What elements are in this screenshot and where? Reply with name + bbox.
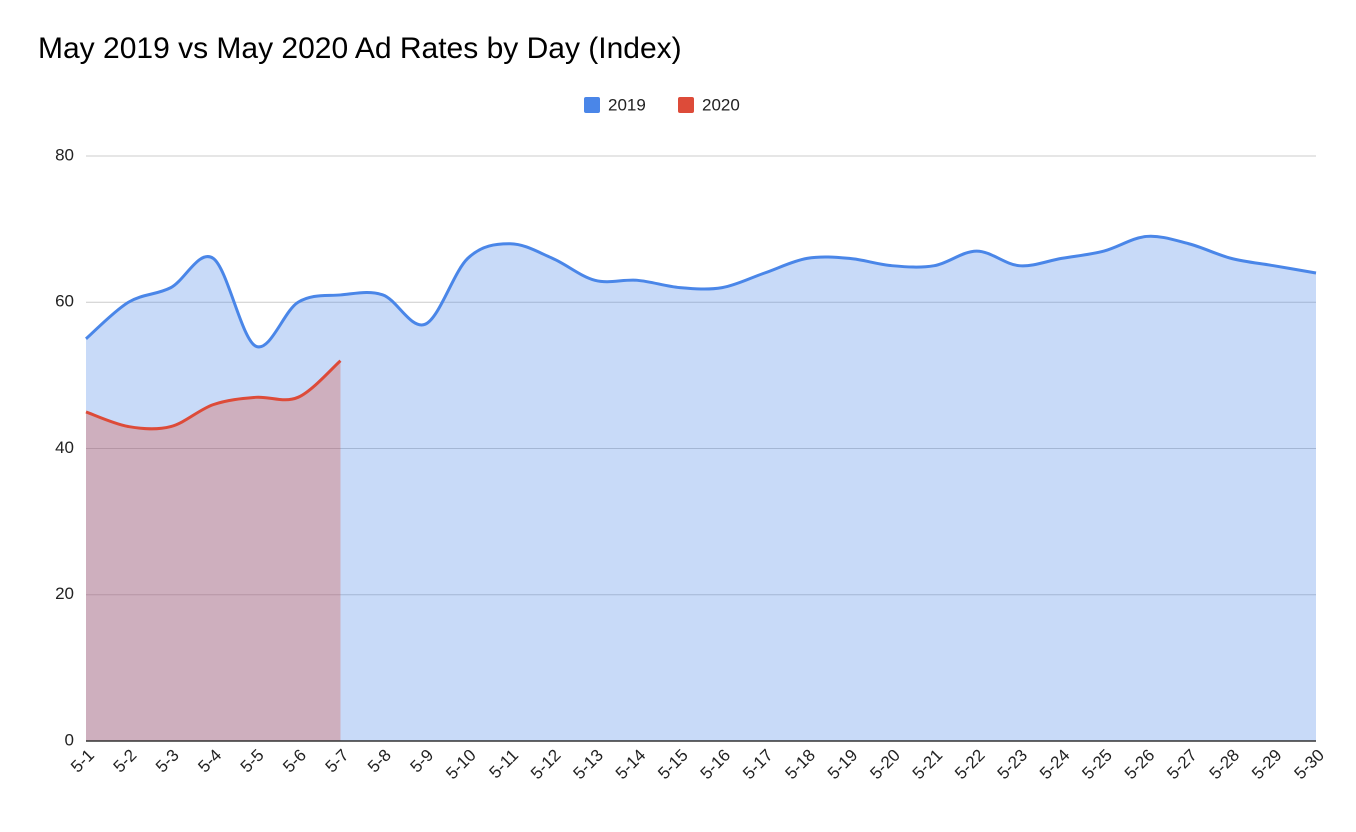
y-tick-label: 20: [55, 584, 74, 603]
x-tick-label: 5-16: [697, 746, 734, 783]
x-tick-label: 5-23: [994, 746, 1031, 783]
line: [85, 359, 342, 431]
y-tick-label: 60: [55, 292, 74, 311]
x-tick-label: 5-9: [406, 746, 437, 777]
legend-label: 2020: [702, 95, 740, 114]
x-tick-label: 5-27: [1163, 746, 1200, 783]
x-tick-label: 5-24: [1036, 746, 1073, 783]
chart-title: May 2019 vs May 2020 Ad Rates by Day (In…: [38, 32, 682, 65]
legend-swatch: [678, 97, 694, 113]
x-tick-label: 5-30: [1291, 746, 1328, 783]
x-tick-label: 5-12: [527, 746, 564, 783]
x-tick-label: 5-21: [909, 746, 946, 783]
x-tick-label: 5-1: [67, 746, 98, 777]
legend-label: 2019: [608, 95, 646, 114]
x-tick-label: 5-7: [322, 746, 353, 777]
x-tick-label: 5-11: [486, 746, 523, 783]
x-tick-label: 5-8: [364, 746, 395, 777]
area: [86, 360, 341, 741]
x-tick-label: 5-17: [739, 746, 776, 783]
x-tick-label: 5-22: [951, 746, 988, 783]
x-tick-label: 5-25: [1078, 746, 1115, 783]
line: [85, 234, 1317, 349]
legend: 2019 2020: [584, 95, 740, 114]
x-tick-label: 5-14: [612, 746, 649, 783]
x-tick-label: 5-29: [1248, 746, 1285, 783]
x-tick-label: 5-13: [569, 746, 606, 783]
x-tick-label: 5-19: [824, 746, 861, 783]
y-tick-label: 80: [55, 145, 74, 164]
y-tick-label: 0: [65, 730, 74, 749]
area: [86, 236, 1316, 741]
x-tick-label: 5-2: [110, 746, 141, 777]
x-tick-label: 5-26: [1121, 746, 1158, 783]
x-tick-label: 5-5: [237, 746, 268, 777]
legend-swatch: [584, 97, 600, 113]
x-tick-label: 5-15: [654, 746, 691, 783]
x-tick-label: 5-18: [782, 746, 819, 783]
x-tick-label: 5-6: [279, 746, 310, 777]
x-tick-label: 5-28: [1206, 746, 1243, 783]
x-tick-label: 5-4: [194, 746, 225, 777]
x-tick-label: 5-3: [152, 746, 183, 777]
x-tick-label: 5-10: [442, 746, 479, 783]
x-tick-label: 5-20: [866, 746, 903, 783]
y-tick-label: 40: [55, 438, 74, 457]
